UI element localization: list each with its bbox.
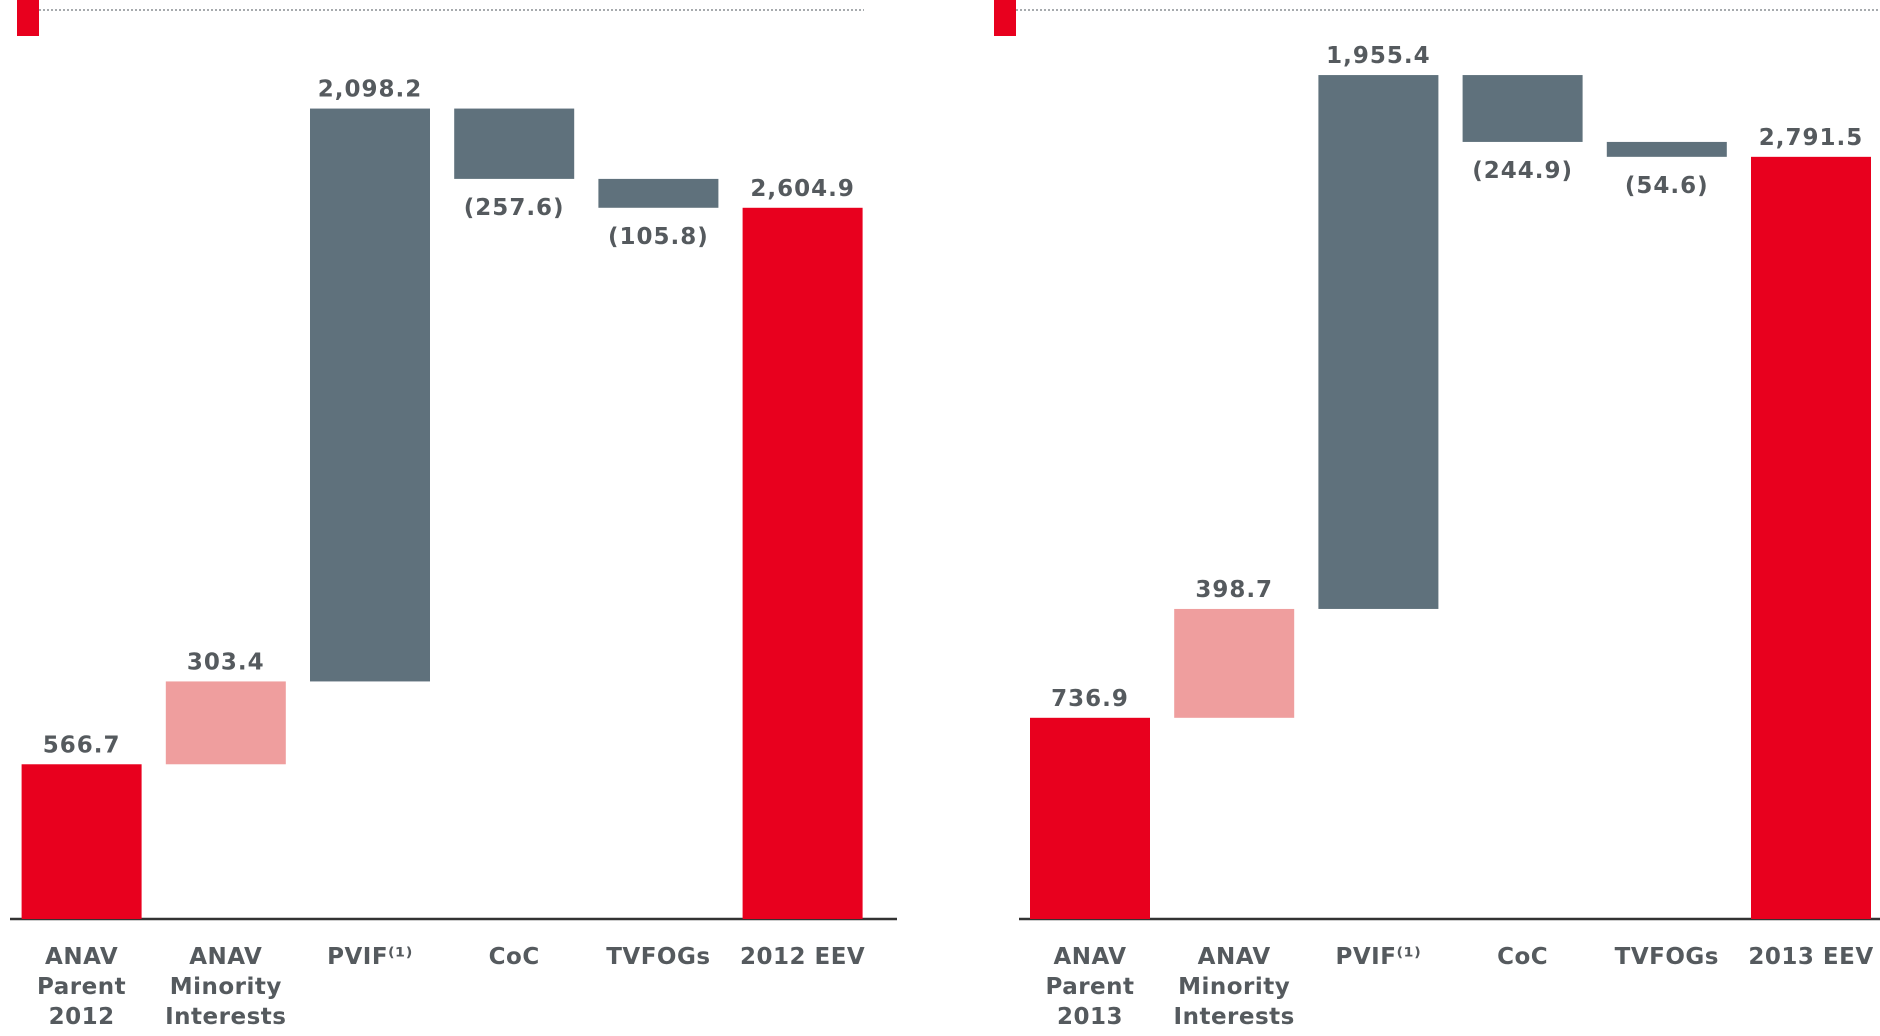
value-label: 2,604.9 xyxy=(750,176,855,202)
bar xyxy=(1606,141,1727,157)
x-tick-label: TVFOGs xyxy=(1615,944,1719,970)
bar xyxy=(21,764,142,919)
value-label: 303.4 xyxy=(187,649,265,675)
x-tick-label: ANAV Parent 2012 xyxy=(37,944,126,1030)
value-label: 2,791.5 xyxy=(1759,125,1864,151)
bar xyxy=(1751,156,1871,919)
x-tick-label: CoC xyxy=(1497,944,1548,970)
value-label: 736.9 xyxy=(1051,686,1129,712)
panel-marker xyxy=(994,0,1016,36)
value-label: (105.8) xyxy=(608,224,709,250)
x-tick-label: CoC xyxy=(489,944,540,970)
value-label: 398.7 xyxy=(1195,577,1273,603)
x-tick-label: ANAV Minority Interests xyxy=(1174,944,1295,1030)
value-label: (257.6) xyxy=(464,195,565,221)
x-tick-label: 2013 EEV xyxy=(1748,944,1873,970)
bar xyxy=(1462,75,1583,142)
bar xyxy=(598,178,719,208)
x-tick-label: ANAV Minority Interests xyxy=(165,944,286,1030)
x-tick-label: ANAV Parent 2013 xyxy=(1045,944,1134,1030)
x-tick-label: PVIF⁽¹⁾ xyxy=(327,944,413,970)
bar xyxy=(1318,75,1439,609)
x-tick-label: 2012 EEV xyxy=(740,944,865,970)
bar xyxy=(1174,608,1295,718)
bar xyxy=(310,108,430,682)
value-label: (244.9) xyxy=(1472,158,1573,184)
value-label: 566.7 xyxy=(43,732,121,758)
x-tick-label: PVIF⁽¹⁾ xyxy=(1336,944,1422,970)
bar xyxy=(454,108,575,179)
value-label: 1,955.4 xyxy=(1326,43,1431,69)
value-label: 2,098.2 xyxy=(318,77,423,103)
bar xyxy=(1030,717,1150,919)
bar xyxy=(742,207,863,919)
panel-marker xyxy=(17,0,39,36)
x-tick-label: TVFOGs xyxy=(606,944,710,970)
bar xyxy=(165,681,286,765)
value-label: (54.6) xyxy=(1625,173,1709,199)
